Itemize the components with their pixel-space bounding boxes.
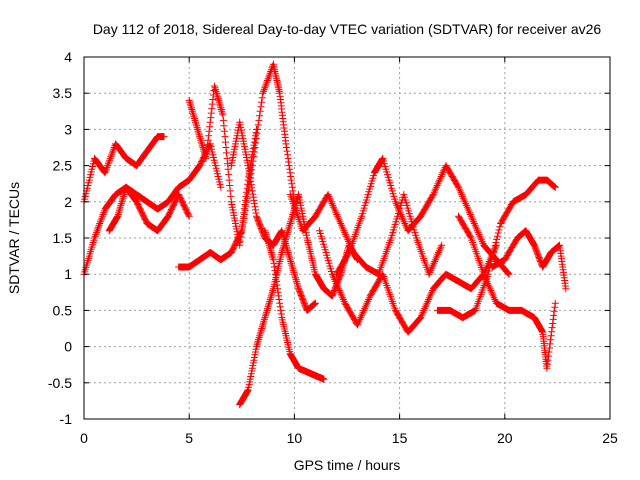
chart-title: Day 112 of 2018, Sidereal Day-to-day VTE… bbox=[93, 21, 602, 37]
x-tick-label: 5 bbox=[185, 430, 193, 446]
x-tick-label: 20 bbox=[497, 430, 513, 446]
data-marks bbox=[80, 60, 570, 408]
x-tick-label: 25 bbox=[602, 430, 618, 446]
y-tick-label: 1 bbox=[64, 266, 72, 282]
y-axis-label: SDTVAR / TECUs bbox=[6, 182, 22, 294]
x-tick-label: 0 bbox=[80, 430, 88, 446]
y-tick-label: 2.5 bbox=[53, 158, 73, 174]
series-sat-j bbox=[316, 227, 500, 336]
y-tick-label: 3 bbox=[64, 121, 72, 137]
series-sat-h bbox=[261, 227, 328, 383]
series-sat-i bbox=[286, 191, 446, 278]
series-sat-m bbox=[455, 212, 559, 372]
tick-labels: 0 5 10 15 20 25 -1 -0.5 0 0.5 1 1.5 2 2.5 3 3.5 4 bbox=[48, 49, 618, 446]
marker-track bbox=[455, 212, 559, 372]
marker-track bbox=[175, 60, 298, 271]
marker-track bbox=[488, 227, 570, 293]
y-tick-label: -1 bbox=[60, 411, 73, 427]
marker-track bbox=[316, 227, 500, 336]
series-sat-l bbox=[434, 176, 559, 322]
y-tick-label: 0 bbox=[64, 339, 72, 355]
y-tick-label: 1.5 bbox=[53, 230, 73, 246]
y-tick-label: 0.5 bbox=[53, 302, 73, 318]
x-tick-label: 10 bbox=[287, 430, 303, 446]
marker-track bbox=[434, 176, 559, 322]
series-sat-n bbox=[488, 227, 570, 293]
marker-track bbox=[105, 183, 193, 235]
y-tick-label: 4 bbox=[64, 49, 72, 65]
x-axis-label: GPS time / hours bbox=[294, 457, 401, 473]
y-tick-label: -0.5 bbox=[48, 375, 72, 391]
marker-track bbox=[286, 191, 446, 278]
x-tick-label: 15 bbox=[392, 430, 408, 446]
series-sat-d bbox=[175, 60, 298, 271]
y-tick-label: 2 bbox=[64, 194, 72, 210]
series-sat-c bbox=[105, 183, 193, 235]
marker-track bbox=[261, 227, 328, 383]
y-tick-label: 3.5 bbox=[53, 85, 73, 101]
